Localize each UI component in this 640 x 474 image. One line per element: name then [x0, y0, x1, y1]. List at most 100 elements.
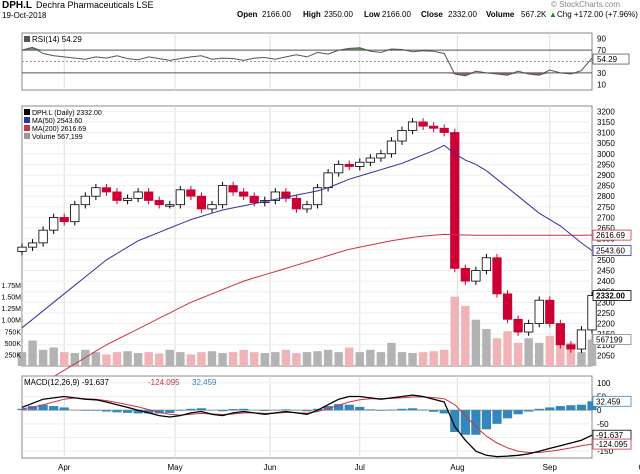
price-tick-label-15: 2450: [597, 266, 615, 275]
volume-value: 567.2K: [521, 10, 547, 19]
volume-tick-label-1: 1.50M: [2, 295, 22, 302]
macd-histogram-bar: [144, 410, 154, 414]
macd-histogram-bar: [112, 410, 122, 413]
price-legend-3: Volume 567,199: [32, 134, 83, 141]
macd-histogram-bar: [545, 407, 555, 411]
volume-bar: [334, 352, 343, 366]
candle-body: [122, 197, 133, 201]
macd-histogram-bar: [587, 401, 597, 411]
macd-tick-label-3: -50: [597, 420, 609, 429]
candle-body: [513, 318, 523, 333]
volume-bar: [218, 353, 227, 366]
candle-body: [376, 153, 386, 159]
candle-body: [481, 257, 492, 271]
price-legend-swatch-1: [24, 117, 30, 123]
candle-body: [133, 191, 143, 199]
volume-bar: [144, 352, 153, 366]
price-tick-label-19: 2250: [597, 309, 615, 318]
price-tick-label-0: 3200: [597, 107, 615, 116]
macd-histogram-bar: [460, 410, 470, 435]
price-legend-2: MA(200) 2616.69: [32, 126, 86, 133]
macd-histogram-bar: [91, 410, 101, 411]
price-tick-label-4: 3000: [597, 150, 615, 159]
macd-histogram-bar: [186, 408, 196, 411]
volume-bar: [323, 349, 333, 366]
candle-body: [534, 299, 544, 324]
macd-signal-value-label: -124.095: [596, 440, 628, 449]
rsi-tick-label-4: 10: [597, 80, 606, 89]
macd-legend-signal: -124.095: [148, 378, 180, 387]
macd-histogram-bar: [365, 409, 375, 411]
volume-tick-label-2: 1.25M: [2, 306, 22, 313]
volume-bar: [577, 352, 586, 366]
candle-body: [471, 270, 481, 282]
volume-tick-label-5: 500K: [5, 341, 22, 348]
macd-histogram-bar: [407, 408, 418, 411]
candle-body: [249, 195, 259, 203]
macd-histogram-bar: [471, 410, 481, 435]
volume-bar: [123, 351, 132, 366]
macd-histogram-bar: [429, 410, 439, 412]
volume-bar: [38, 349, 48, 366]
watermark: © StockCharts.com: [551, 0, 621, 9]
low-label: Low: [364, 10, 380, 19]
month-label-5: Sep: [543, 463, 558, 472]
candle-body: [355, 161, 365, 167]
price-legend-1: MA(50) 2543.60: [32, 118, 82, 125]
candle-body: [323, 172, 333, 189]
candle-body: [38, 229, 48, 244]
candle-body: [59, 217, 69, 223]
macd-histogram-bar: [481, 410, 492, 430]
volume-bar: [281, 349, 291, 366]
price-tick-label-3: 3050: [597, 139, 615, 148]
ma200-value-box: [592, 229, 632, 241]
candle-body: [386, 140, 397, 155]
volume-bar: [492, 338, 502, 366]
macd-histogram-bar: [17, 408, 27, 411]
volume-bar: [471, 319, 481, 366]
volume-bar: [186, 354, 196, 366]
macd-tick-label-0: 100: [597, 379, 611, 388]
candle-body: [365, 157, 375, 163]
price-tick-label-5: 2950: [597, 160, 615, 169]
macd-histogram-bar: [133, 410, 143, 414]
price-legend-swatch-2: [24, 125, 30, 131]
volume-bar: [112, 352, 122, 366]
volume-bar: [313, 351, 322, 366]
candle-body: [175, 189, 185, 206]
month-label-3: Jul: [355, 463, 365, 472]
month-label-0: Apr: [58, 463, 71, 472]
month-label-2: Jun: [264, 463, 277, 472]
candle-body: [460, 267, 470, 282]
volume-bar: [513, 342, 523, 366]
candle-body: [281, 191, 291, 199]
candle-body: [70, 204, 80, 223]
macd-histogram-bar: [122, 410, 133, 413]
macd-histogram-bar: [576, 404, 587, 411]
candle-body: [80, 195, 90, 206]
volume-bar: [133, 353, 143, 366]
price-tick-label-22: 2100: [597, 341, 615, 350]
price-tick-label-11: 2650: [597, 224, 615, 233]
ma200-line: [21, 233, 593, 397]
last-volume-label: 567199: [596, 336, 623, 345]
candle-body: [217, 185, 228, 206]
volume-bar: [197, 352, 206, 366]
candle-body: [239, 191, 249, 197]
rsi-last-value-label: 54.29: [597, 55, 618, 64]
volume-tick-label-3: 1.00M: [2, 318, 22, 325]
price-tick-label-10: 2700: [597, 213, 615, 222]
low-value: 2166.00: [382, 10, 411, 19]
candle-body: [344, 163, 354, 167]
volume-bar: [165, 349, 174, 366]
price-tick-label-8: 2800: [597, 192, 615, 201]
volume-bar: [49, 347, 58, 366]
volume-bar: [70, 353, 79, 366]
volume-bar: [397, 352, 407, 366]
price-legend-swatch-3: [24, 133, 30, 139]
volume-bar: [28, 340, 37, 366]
high-value: 2350.00: [324, 10, 353, 19]
macd-histogram-bar: [217, 410, 228, 412]
volume-bar: [376, 352, 386, 366]
